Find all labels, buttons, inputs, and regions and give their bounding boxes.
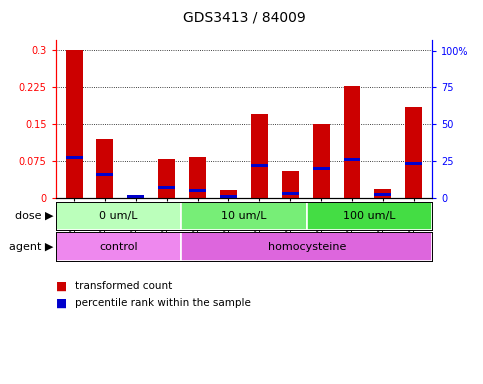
- Bar: [189, 157, 206, 198]
- Text: ■: ■: [56, 280, 67, 293]
- Text: GDS3413 / 84009: GDS3413 / 84009: [183, 11, 305, 25]
- Bar: [313, 167, 329, 170]
- Text: agent ▶: agent ▶: [9, 242, 53, 252]
- Text: control: control: [99, 242, 138, 252]
- Text: ■: ■: [56, 297, 67, 310]
- Bar: [158, 186, 175, 189]
- Bar: [97, 139, 114, 198]
- Bar: [405, 162, 422, 165]
- Bar: [405, 107, 422, 198]
- Bar: [307, 202, 432, 230]
- Bar: [66, 156, 83, 159]
- Bar: [313, 124, 329, 198]
- Bar: [282, 192, 298, 195]
- Bar: [220, 195, 237, 198]
- Bar: [128, 195, 144, 198]
- Text: 10 um/L: 10 um/L: [221, 211, 267, 221]
- Bar: [374, 189, 391, 198]
- Text: percentile rank within the sample: percentile rank within the sample: [75, 298, 251, 308]
- Text: transformed count: transformed count: [75, 281, 172, 291]
- Bar: [251, 114, 268, 198]
- Text: homocysteine: homocysteine: [268, 242, 346, 252]
- Bar: [181, 232, 432, 261]
- Bar: [181, 202, 307, 230]
- Text: dose ▶: dose ▶: [14, 211, 53, 221]
- Bar: [158, 159, 175, 198]
- Text: 100 um/L: 100 um/L: [343, 211, 396, 221]
- Bar: [343, 86, 360, 198]
- Bar: [56, 232, 181, 261]
- Bar: [374, 193, 391, 196]
- Bar: [189, 189, 206, 192]
- Bar: [343, 158, 360, 161]
- Text: 0 um/L: 0 um/L: [99, 211, 138, 221]
- Bar: [251, 164, 268, 167]
- Bar: [66, 50, 83, 198]
- Bar: [97, 173, 114, 175]
- Bar: [282, 171, 298, 198]
- Bar: [128, 195, 144, 198]
- Bar: [220, 190, 237, 198]
- Bar: [56, 202, 181, 230]
